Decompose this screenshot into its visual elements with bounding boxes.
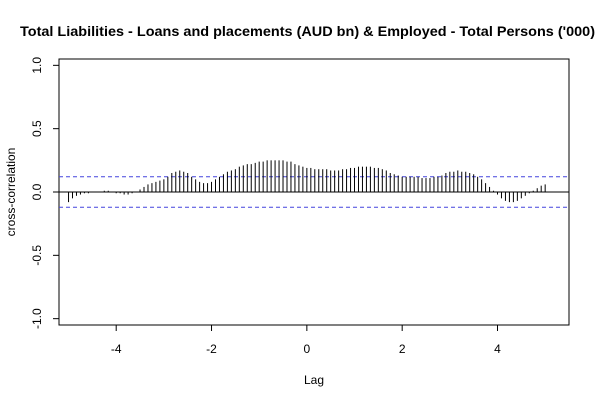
y-tick-label: 0.5 [30,120,44,137]
x-tick-label: -2 [206,342,217,356]
y-axis: -1.0 -0.5 0.0 0.5 1.0 [30,57,59,329]
ccf-bars [68,160,546,203]
y-axis-label: cross-correlation [4,148,18,237]
y-tick-label: 1.0 [30,57,44,74]
x-tick-label: 2 [399,342,406,356]
y-tick-label: 0.0 [30,183,44,200]
chart-title: Total Liabilities - Loans and placements… [20,23,595,39]
x-axis-label: Lag [304,373,324,387]
x-axis: -4 -2 0 2 4 [111,325,501,356]
y-tick-label: -0.5 [30,245,44,266]
x-tick-label: 0 [304,342,311,356]
x-tick-label: -4 [111,342,122,356]
y-tick-label: -1.0 [30,308,44,329]
x-tick-label: 4 [494,342,501,356]
